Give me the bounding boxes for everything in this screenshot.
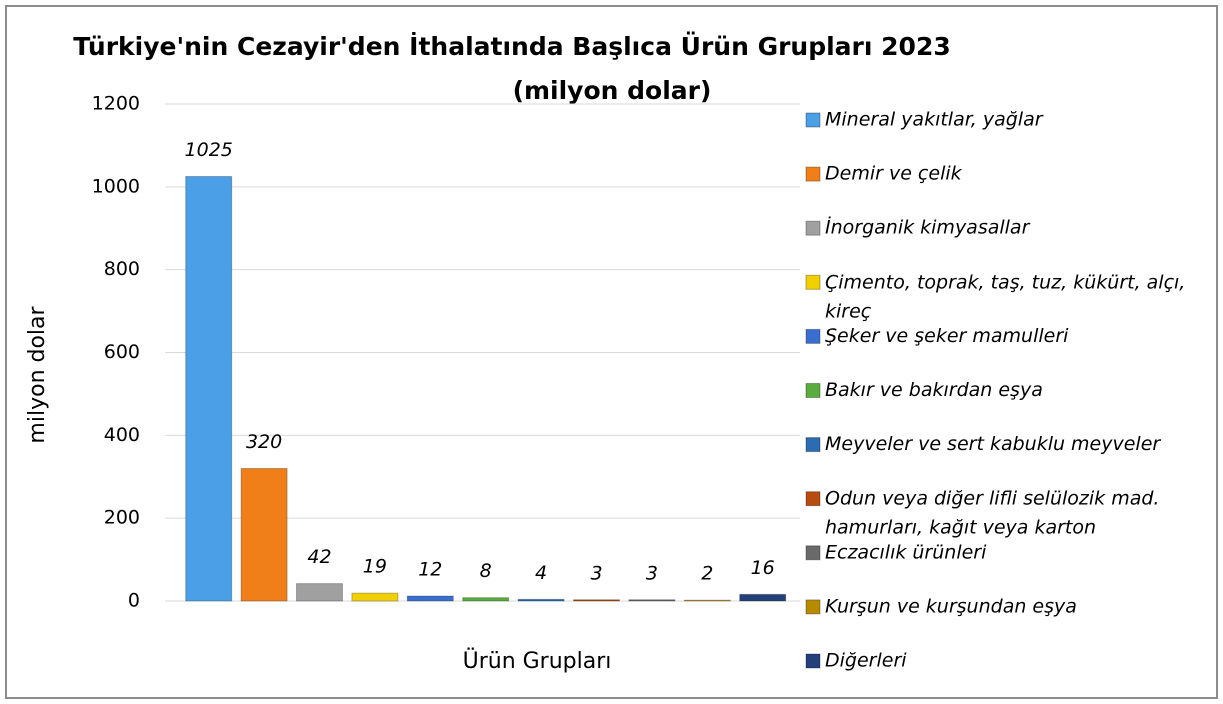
bar — [462, 597, 510, 602]
y-tick-label: 1200 — [92, 93, 140, 115]
bar — [351, 592, 399, 602]
legend-swatch — [805, 383, 821, 398]
value-label: 8 — [480, 560, 492, 582]
legend-label: Meyveler ve sert kabuklu meyveler — [825, 433, 1161, 455]
y-tick-label: 800 — [104, 258, 140, 280]
legend-label: Demir ve çelik — [825, 163, 963, 185]
legend-label: Diğerleri — [825, 650, 907, 672]
y-tick-label: 600 — [104, 341, 140, 363]
bar — [406, 595, 454, 602]
legend-swatch — [805, 220, 821, 236]
value-label: 42 — [307, 546, 331, 568]
chart-subtitle: (milyon dolar) — [513, 76, 712, 105]
bar — [296, 583, 343, 602]
legend-swatch — [805, 328, 821, 344]
y-tick-label: 0 — [128, 590, 140, 612]
legend-label: Şeker ve şeker mamulleri — [825, 325, 1069, 347]
legend-swatch — [805, 274, 821, 290]
value-label: 320 — [246, 431, 282, 453]
value-label: 3 — [590, 562, 602, 584]
y-tick-label: 400 — [104, 424, 140, 446]
legend-label: Bakır ve bakırdan eşya — [825, 379, 1043, 401]
bar — [683, 599, 731, 602]
bar — [573, 599, 620, 602]
value-label: 19 — [363, 556, 387, 578]
y-axis-title: milyon dolar — [25, 305, 50, 443]
legend-swatch — [805, 653, 821, 669]
legend-label: Odun veya diğer lifli selülozik mad. hamu… — [825, 487, 1159, 538]
value-label: 1025 — [185, 139, 233, 161]
legend-label: Çimento, toprak, taş, tuz, kükürt, alçı,… — [825, 271, 1185, 322]
legend-swatch — [805, 599, 821, 615]
value-label: 16 — [751, 557, 775, 579]
legend-swatch — [805, 545, 821, 561]
value-label: 3 — [646, 562, 658, 584]
legend-swatch — [805, 437, 821, 453]
legend-label: İnorganik kimyasallar — [825, 216, 1031, 239]
bar — [185, 175, 233, 602]
legend-label: Mineral yakıtlar, yağlar — [825, 109, 1044, 131]
legend-label: Eczacılık ürünleri — [825, 541, 987, 563]
bar — [517, 598, 565, 602]
x-axis-title: Ürün Grupları — [463, 648, 612, 674]
chart-title: Türkiye'nin Cezayir'den İthalatında Başl… — [73, 31, 951, 61]
y-tick-label: 1000 — [92, 175, 140, 197]
legend-swatch — [805, 491, 821, 507]
bar — [240, 467, 288, 602]
value-label: 2 — [701, 563, 713, 585]
y-tick-label: 200 — [104, 507, 140, 529]
legend-swatch — [805, 166, 821, 182]
bar — [628, 599, 676, 602]
value-label: 12 — [418, 559, 442, 581]
bar — [739, 593, 787, 602]
legend-label: Kurşun ve kurşundan eşya — [825, 595, 1077, 617]
value-label: 4 — [535, 562, 547, 584]
legend-swatch — [805, 112, 821, 128]
